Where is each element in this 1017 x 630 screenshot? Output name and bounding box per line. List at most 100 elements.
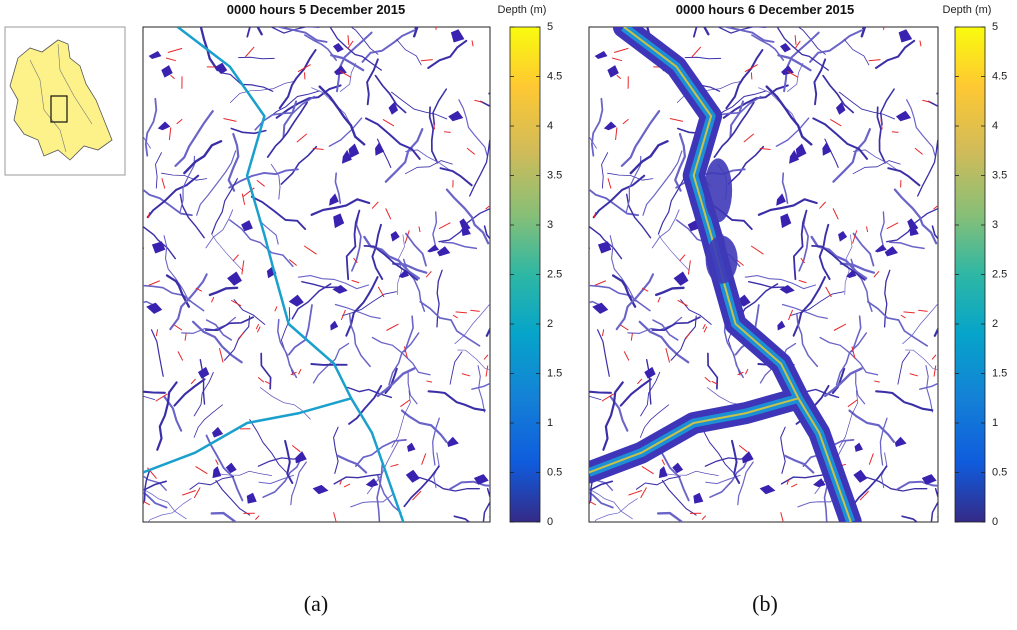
flow-arrow — [684, 331, 691, 340]
pond — [473, 474, 489, 485]
stream — [489, 516, 490, 520]
stream — [250, 195, 307, 231]
flow-arrow — [640, 487, 647, 499]
stream — [839, 262, 876, 274]
stream — [663, 470, 719, 476]
flow-arrow — [257, 376, 265, 383]
stream — [792, 209, 808, 281]
stream — [811, 245, 866, 281]
pond — [241, 220, 253, 232]
flow-arrow — [593, 212, 597, 218]
pond — [211, 426, 224, 438]
flow-arrow — [232, 254, 239, 262]
pond — [759, 484, 776, 495]
stream — [646, 359, 652, 405]
stream — [832, 128, 871, 183]
flow-arrow — [195, 287, 203, 292]
stream — [192, 320, 243, 364]
flow-arrow — [444, 131, 451, 133]
stream — [589, 395, 602, 400]
stream — [781, 303, 828, 319]
stream — [589, 135, 597, 149]
stream — [143, 300, 159, 308]
colorbar-tick-label: 5 — [992, 21, 998, 33]
flow-arrow — [933, 204, 938, 210]
pond — [853, 469, 868, 483]
stream — [277, 318, 298, 379]
map-frame — [142, 26, 491, 523]
pond — [461, 226, 471, 236]
flow-arrow — [288, 259, 297, 266]
stream — [388, 332, 420, 386]
flow-arrow — [182, 489, 196, 496]
stream — [731, 439, 741, 484]
pond — [348, 143, 360, 159]
flow-arrow — [161, 178, 166, 189]
stream — [844, 234, 853, 295]
pond — [789, 149, 800, 164]
stream — [765, 85, 813, 146]
stream — [228, 168, 299, 189]
flow-arrow — [297, 64, 311, 73]
pond — [329, 193, 339, 206]
stream — [879, 88, 895, 126]
flow-arrow — [230, 299, 242, 307]
pond — [780, 213, 792, 229]
flow-arrow — [420, 59, 433, 62]
stream — [480, 100, 490, 108]
stream — [822, 74, 855, 114]
stream — [173, 378, 206, 407]
stream — [350, 493, 394, 508]
stream — [448, 480, 490, 491]
flow-arrow — [780, 512, 784, 522]
stream — [143, 491, 168, 509]
flow-arrow — [483, 354, 489, 360]
stream — [930, 487, 938, 522]
stream — [419, 300, 481, 347]
colorbar-tick-label: 2.5 — [992, 268, 1007, 280]
stream — [143, 390, 166, 394]
pond — [447, 436, 459, 447]
stream — [365, 117, 421, 160]
flow-arrow — [264, 380, 271, 385]
stream — [640, 404, 670, 438]
stream — [318, 85, 366, 146]
stream — [260, 352, 272, 390]
flow-arrow — [218, 347, 224, 363]
stream — [602, 381, 624, 451]
stream — [783, 454, 815, 474]
flow-arrow — [623, 351, 630, 361]
stream — [715, 90, 767, 118]
stream — [204, 316, 255, 331]
stream — [396, 39, 422, 66]
stream — [469, 139, 490, 197]
stream — [777, 54, 812, 72]
stream — [471, 382, 490, 390]
stream — [589, 300, 606, 308]
stream — [196, 150, 237, 216]
flow-arrow — [471, 40, 474, 47]
flow-arrow — [390, 463, 399, 468]
pond — [658, 466, 668, 479]
flow-arrow — [386, 323, 399, 331]
stream — [270, 163, 281, 200]
stream — [925, 365, 933, 413]
stream — [155, 152, 162, 189]
stream — [651, 316, 701, 331]
stream — [215, 479, 251, 516]
flow-arrow — [238, 331, 245, 340]
stream — [193, 371, 214, 417]
stream — [589, 490, 614, 509]
pond — [459, 218, 471, 232]
flow-arrow — [794, 35, 797, 45]
flow-arrow — [255, 515, 260, 520]
pond — [895, 110, 912, 122]
pond — [448, 110, 464, 122]
flow-arrow — [177, 351, 184, 361]
flow-arrow — [347, 35, 350, 45]
stream — [729, 100, 744, 139]
stream — [230, 81, 295, 103]
flow-arrow — [461, 373, 471, 377]
pond — [776, 193, 786, 206]
colorbar-label: Depth (m) — [943, 4, 992, 16]
